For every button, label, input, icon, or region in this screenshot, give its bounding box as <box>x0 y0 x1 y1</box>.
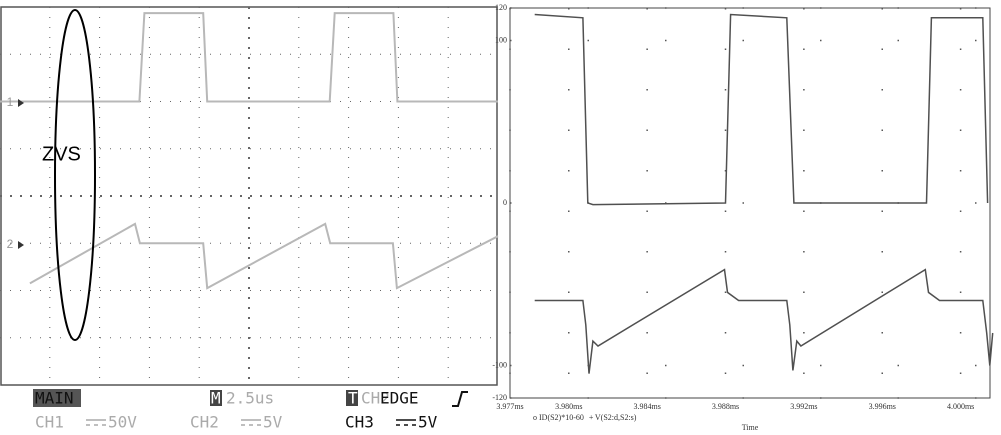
status-m: M <box>211 389 221 408</box>
channel-label: CH2 <box>190 413 219 432</box>
status-mode: MAIN <box>35 389 74 408</box>
page: 12MAINM2.5usTCH2EDGECH150VCH25VCH35V -12… <box>0 0 1001 435</box>
channel-marker: 1 <box>7 95 14 109</box>
x-tick-label: 3.984ms <box>633 402 660 411</box>
trigger-type: EDGE <box>380 389 419 408</box>
channel-scale: 5V <box>418 413 438 432</box>
channel-label: CH3 <box>345 413 374 432</box>
legend-marker: o <box>533 413 537 422</box>
channel-label: CH1 <box>35 413 64 432</box>
x-axis-title: Time <box>742 423 759 432</box>
y-tick-label: 120 <box>495 3 507 12</box>
legend-label: V(S2:d,S2:s) <box>595 413 637 422</box>
x-tick-label: 3.996ms <box>869 402 896 411</box>
x-tick-label: 3.980ms <box>555 402 582 411</box>
status-timebase: 2.5us <box>226 389 274 408</box>
channel-scale: 50V <box>108 413 137 432</box>
x-tick-label: 3.988ms <box>712 402 739 411</box>
background <box>0 0 1001 435</box>
y-tick-label: -120 <box>492 393 507 402</box>
x-tick-label: 3.992ms <box>790 402 817 411</box>
y-tick-label: 0 <box>503 198 507 207</box>
channel-marker: 2 <box>7 237 14 251</box>
status-t: T <box>348 389 358 408</box>
channel-scale: 5V <box>263 413 283 432</box>
y-tick-label: -100 <box>492 360 507 369</box>
figure: 12MAINM2.5usTCH2EDGECH150VCH25VCH35V -12… <box>0 0 1001 435</box>
x-tick-label: 3.977ms <box>496 402 523 411</box>
x-tick-label: 4.000ms <box>947 402 974 411</box>
annotation: ZVS <box>42 143 81 165</box>
legend-label: ID(S2)*10-60 <box>539 413 584 422</box>
y-tick-label: 100 <box>495 35 507 44</box>
legend-marker: + <box>589 413 594 422</box>
